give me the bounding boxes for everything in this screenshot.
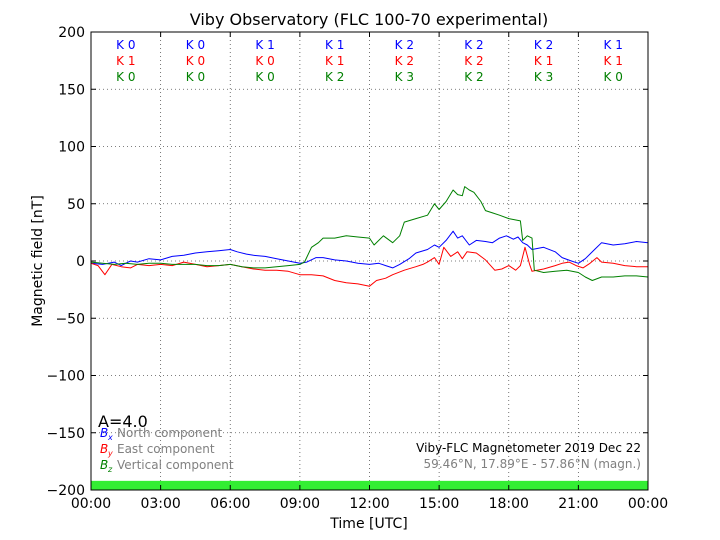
legend-label-x: North component	[117, 426, 223, 440]
k-index-label: K 1	[255, 38, 274, 52]
x-axis-label: Time [UTC]	[329, 516, 407, 532]
x-axis: 00:00 03:00 06:00 09:00 12:00 15:00 18:00 21:00…	[71, 32, 668, 512]
k-index-label: K 1	[604, 38, 623, 52]
k-index-label: K 0	[604, 70, 623, 84]
k-index-label: K 0	[255, 70, 274, 84]
k-index-label: K 2	[325, 70, 344, 84]
k-index-table: K 0 K 0 K 1 K 1 K 2 K 2 K 2 K 1 K 1 K 0 K 0 K 1 K 2 K…	[116, 38, 623, 84]
y-tick-label: −200	[47, 483, 85, 499]
k-index-label: K 1	[325, 38, 344, 52]
k-index-label: K 2	[395, 38, 414, 52]
k-index-label: K 0	[186, 70, 205, 84]
k-index-label: K 2	[464, 38, 483, 52]
series-line-east	[90, 246, 648, 287]
x-tick-label: 18:00	[489, 496, 529, 512]
y-tick-label: 0	[76, 254, 85, 270]
y-tick-label: 200	[58, 25, 85, 41]
x-tick-label: 15:00	[419, 496, 459, 512]
y-tick-label: −150	[47, 426, 85, 442]
y-tick-label: 50	[67, 197, 85, 213]
y-tick-label: 150	[58, 82, 85, 98]
legend-label-z: Vertical component	[117, 458, 234, 472]
k-index-label: K 0	[186, 54, 205, 68]
k-index-label: K 3	[395, 70, 414, 84]
y-tick-label: −50	[55, 311, 85, 327]
grid-lines	[91, 32, 648, 490]
x-tick-label: 00:00	[71, 496, 111, 512]
k-index-label: K 1	[325, 54, 344, 68]
k-index-label: K 1	[604, 54, 623, 68]
x-tick-label: 00:00	[628, 496, 668, 512]
k-index-label: K 1	[534, 54, 553, 68]
k-index-label: K 3	[534, 70, 553, 84]
y-tick-label: 100	[58, 140, 85, 156]
x-tick-label: 03:00	[140, 496, 180, 512]
magnetometer-info: Viby-FLC Magnetometer 2019 Dec 22	[416, 441, 641, 455]
legend-symbol-subscript: z	[107, 465, 113, 474]
series-line-vertical	[90, 186, 649, 281]
x-tick-label: 12:00	[349, 496, 389, 512]
y-axis: −200 −150 −100 −50 0 50 100 150 200	[47, 25, 648, 499]
legend-symbol: B	[100, 442, 108, 456]
station-coordinates: 59.46°N, 17.89°E - 57.86°N (magn.)	[424, 457, 641, 471]
a-index-label: A=4.0	[98, 412, 148, 431]
legend-symbol-subscript: y	[107, 449, 113, 458]
k-index-label: K 2	[534, 38, 553, 52]
x-tick-label: 06:00	[210, 496, 250, 512]
legend-symbol-subscript: x	[107, 433, 113, 442]
y-tick-label: −100	[47, 369, 85, 385]
legend-symbol: B	[100, 458, 108, 472]
data-series	[90, 186, 649, 287]
k-index-label: K 2	[464, 70, 483, 84]
x-tick-label: 09:00	[280, 496, 320, 512]
chart-title: Viby Observatory (FLC 100-70 experimenta…	[190, 10, 549, 29]
k-index-label: K 2	[464, 54, 483, 68]
legend-label-y: East component	[117, 442, 215, 456]
k-index-label: K 0	[255, 54, 274, 68]
k-index-label: K 1	[116, 54, 135, 68]
legend-symbol: B	[100, 426, 108, 440]
y-axis-label: Magnetic field [nT]	[30, 195, 46, 327]
k-index-label: K 2	[395, 54, 414, 68]
k-index-label: K 0	[116, 70, 135, 84]
x-tick-label: 21:00	[558, 496, 598, 512]
k-index-label: K 0	[116, 38, 135, 52]
k-index-label: K 0	[186, 38, 205, 52]
series-line-north	[90, 230, 649, 269]
